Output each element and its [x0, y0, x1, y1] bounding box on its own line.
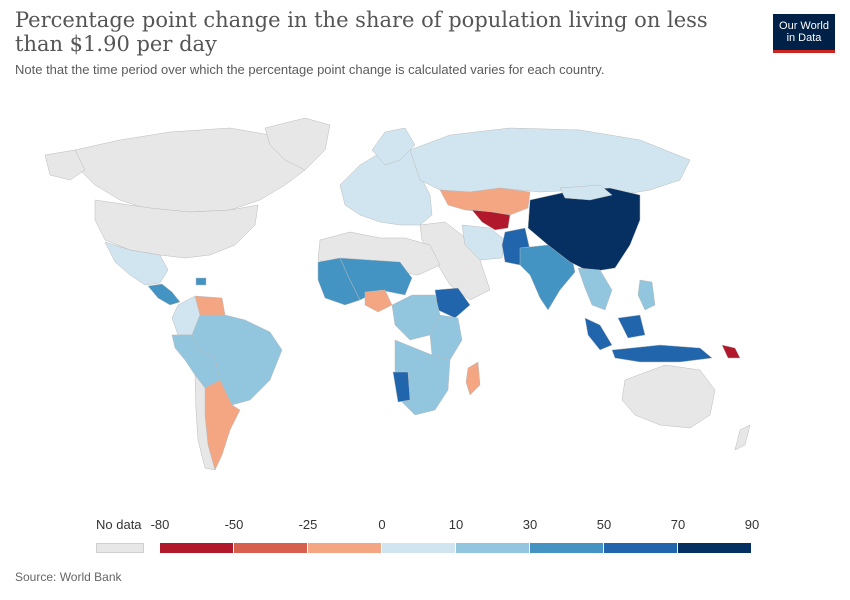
chart-title: Percentage point change in the share of …	[15, 8, 708, 56]
region-philippines[interactable]	[637, 279, 656, 311]
region-haiti[interactable]	[195, 277, 207, 286]
legend-tick-label: 70	[670, 517, 686, 532]
region-usa[interactable]	[94, 199, 259, 259]
legend-tick-label: -50	[224, 517, 244, 532]
region-namibia[interactable]	[392, 371, 411, 403]
region-mongolia[interactable]	[559, 184, 613, 201]
region-uzbekistan[interactable]	[471, 209, 511, 231]
legend-tick-label: 10	[448, 517, 464, 532]
world-map	[44, 117, 751, 471]
region-greenland[interactable]	[264, 117, 331, 171]
legend-swatch[interactable]	[160, 543, 233, 553]
legend-no-data-swatch	[96, 543, 144, 553]
legend-tick-label: -25	[298, 517, 318, 532]
region-chile[interactable]	[194, 374, 216, 471]
logo-line-2: in Data	[786, 32, 822, 44]
legend-swatch[interactable]	[604, 543, 677, 553]
logo-line-1: Our World	[779, 20, 829, 32]
legend-swatch[interactable]	[382, 543, 455, 553]
region-canada[interactable]	[74, 127, 306, 213]
legend-tick-label: 30	[522, 517, 538, 532]
region-brazil[interactable]	[191, 314, 283, 406]
region-indonesia-west[interactable]	[584, 317, 613, 351]
region-scandinavia[interactable]	[371, 127, 416, 166]
region-new-zealand[interactable]	[734, 424, 751, 451]
legend-swatch[interactable]	[678, 543, 751, 553]
legend-tick-label: 90	[744, 517, 760, 532]
region-mexico[interactable]	[104, 241, 169, 286]
region-nigeria[interactable]	[364, 289, 393, 313]
legend-tick-label: 0	[378, 517, 386, 532]
chart-subtitle: Note that the time period over which the…	[15, 62, 605, 77]
region-madagascar[interactable]	[465, 361, 481, 396]
region-indonesia-east[interactable]	[611, 344, 713, 363]
region-russia[interactable]	[409, 127, 691, 196]
legend-swatch[interactable]	[308, 543, 381, 553]
legend-swatch[interactable]	[530, 543, 603, 553]
legend-no-data-label: No data	[96, 517, 142, 532]
region-southeast-asia[interactable]	[577, 267, 613, 311]
region-sahel[interactable]	[339, 257, 413, 301]
region-central-america[interactable]	[147, 283, 181, 306]
region-australia[interactable]	[621, 364, 716, 429]
region-borneo[interactable]	[617, 314, 646, 339]
legend-tick-label: 50	[596, 517, 612, 532]
map-legend: No data -80 -50 -25 0 10 30 50 70 90	[0, 505, 850, 575]
region-iran[interactable]	[461, 224, 506, 261]
source-note: Source: World Bank	[15, 570, 122, 584]
owid-logo[interactable]: Our World in Data	[773, 14, 835, 53]
legend-swatch[interactable]	[234, 543, 307, 553]
region-alaska[interactable]	[44, 149, 86, 181]
legend-swatch[interactable]	[456, 543, 529, 553]
region-kazakhstan[interactable]	[439, 187, 531, 216]
legend-tick-label: -80	[150, 517, 170, 532]
region-papua[interactable]	[721, 344, 741, 359]
